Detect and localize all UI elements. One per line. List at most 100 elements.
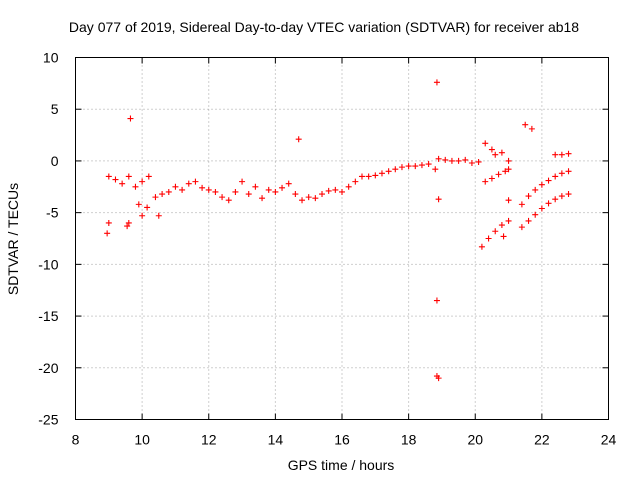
data-point — [482, 140, 489, 147]
data-point — [488, 175, 495, 182]
data-point — [475, 158, 482, 165]
data-point — [498, 222, 505, 229]
x-tick-labels: 8 10 12 14 16 18 20 22 24 — [72, 432, 617, 448]
data-point — [139, 212, 146, 219]
data-point — [292, 191, 299, 198]
data-point — [532, 211, 539, 218]
data-point — [119, 180, 126, 187]
data-point — [545, 200, 552, 207]
x-tick-label: 24 — [601, 432, 617, 448]
data-point — [352, 178, 359, 185]
x-tick-label: 12 — [201, 432, 217, 448]
data-point — [505, 197, 512, 204]
y-tick-label: 0 — [51, 153, 59, 169]
x-tick-label: 8 — [72, 432, 80, 448]
data-point — [265, 186, 272, 193]
data-point — [305, 194, 312, 201]
y-tick-label: 5 — [51, 101, 59, 117]
data-point — [442, 156, 449, 163]
data-point — [412, 163, 419, 170]
chart-title: Day 077 of 2019, Sidereal Day-to-day VTE… — [69, 19, 579, 35]
data-point — [558, 151, 565, 158]
data-point — [185, 180, 192, 187]
data-point — [492, 151, 499, 158]
data-point — [239, 178, 246, 185]
data-point — [358, 173, 365, 180]
data-point — [199, 184, 206, 191]
y-tick-label: -10 — [38, 256, 58, 272]
data-point — [558, 170, 565, 177]
data-point — [145, 173, 152, 180]
data-point — [212, 188, 219, 195]
series-outliers — [104, 79, 442, 382]
data-point — [518, 201, 525, 208]
data-point — [522, 121, 529, 128]
data-point — [378, 170, 385, 177]
x-tick-label: 20 — [467, 432, 483, 448]
data-point — [325, 187, 332, 194]
data-point — [385, 168, 392, 175]
data-point — [525, 193, 532, 200]
data-point — [105, 219, 112, 226]
data-point — [125, 173, 132, 180]
data-point — [505, 217, 512, 224]
data-point — [525, 217, 532, 224]
x-tick-label: 16 — [334, 432, 350, 448]
data-point — [272, 188, 279, 195]
series-late-arcs — [500, 121, 572, 240]
y-tick-label: 10 — [43, 50, 59, 66]
data-point — [205, 186, 212, 193]
series-lower-arc-B — [482, 166, 512, 185]
data-point — [538, 181, 545, 188]
series-main-band — [105, 161, 439, 204]
data-point — [528, 125, 535, 132]
data-point — [433, 373, 440, 380]
x-tick-label: 14 — [268, 432, 284, 448]
grid-layer — [75, 57, 609, 420]
data-point — [225, 197, 232, 204]
data-point — [552, 196, 559, 203]
data-point — [482, 178, 489, 185]
data-point — [252, 183, 259, 190]
data-point — [144, 204, 151, 211]
data-point — [502, 168, 509, 175]
data-point — [462, 156, 469, 163]
x-tick-label: 18 — [401, 432, 417, 448]
data-point — [532, 186, 539, 193]
data-point — [339, 188, 345, 195]
x-tick-label: 22 — [534, 432, 550, 448]
data-point — [299, 197, 306, 204]
data-point — [245, 191, 252, 198]
data-point — [545, 177, 552, 184]
data-point — [485, 235, 492, 242]
data-point — [192, 178, 199, 185]
data-point — [125, 219, 132, 226]
plot-frame — [75, 57, 609, 420]
data-points — [104, 79, 572, 382]
data-point — [425, 161, 432, 168]
data-point — [165, 188, 172, 195]
data-point — [319, 191, 326, 198]
data-point — [552, 173, 559, 180]
data-point — [295, 136, 302, 143]
y-tick-label: -25 — [38, 412, 58, 428]
data-point — [135, 201, 142, 208]
data-point — [498, 149, 505, 156]
y-tick-label: -20 — [38, 360, 58, 376]
data-point — [435, 155, 442, 162]
data-point — [435, 196, 442, 203]
data-point — [232, 188, 239, 195]
data-point — [495, 171, 502, 178]
x-axis-label: GPS time / hours — [288, 457, 395, 473]
data-point — [500, 233, 507, 240]
y-tick-labels: 10 5 0 -5 -10 -15 -20 -25 — [38, 50, 58, 428]
data-point — [259, 195, 266, 202]
data-point — [492, 228, 499, 235]
data-point — [505, 157, 512, 164]
data-point — [179, 186, 186, 193]
data-point — [468, 159, 475, 166]
data-point — [448, 157, 455, 164]
data-point — [565, 191, 572, 198]
data-point — [488, 146, 495, 153]
